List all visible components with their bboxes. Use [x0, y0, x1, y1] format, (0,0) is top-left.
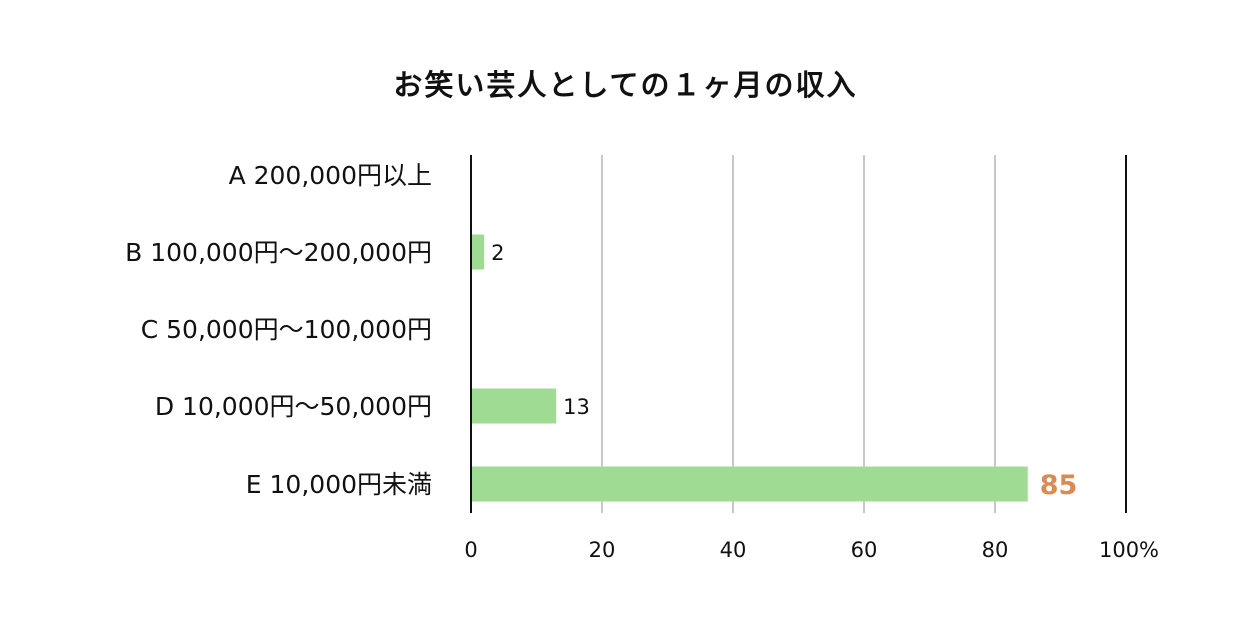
- bar-b: [471, 234, 485, 270]
- data-label: 2: [491, 241, 504, 265]
- bar-d: [471, 388, 557, 424]
- x-tick-label: 60: [851, 538, 878, 562]
- x-tick-label: 20: [589, 538, 616, 562]
- x-tick-label: 40: [720, 538, 747, 562]
- x-tick-label: 100%: [1099, 538, 1159, 562]
- category-label: A 200,000円以上: [229, 161, 432, 190]
- data-label: 85: [1040, 470, 1078, 501]
- data-label: 13: [563, 395, 590, 419]
- chart-title: お笑い芸人としての１ヶ月の収入: [393, 68, 858, 102]
- category-label: E 10,000円未満: [246, 470, 432, 499]
- x-tick-label: 80: [982, 538, 1009, 562]
- x-tick-label: 0: [464, 538, 477, 562]
- bar-e: [471, 466, 1028, 502]
- category-label: C 50,000円～100,000円: [141, 315, 432, 344]
- category-label: B 100,000円～200,000円: [125, 238, 432, 267]
- category-label: D 10,000円～50,000円: [155, 392, 432, 421]
